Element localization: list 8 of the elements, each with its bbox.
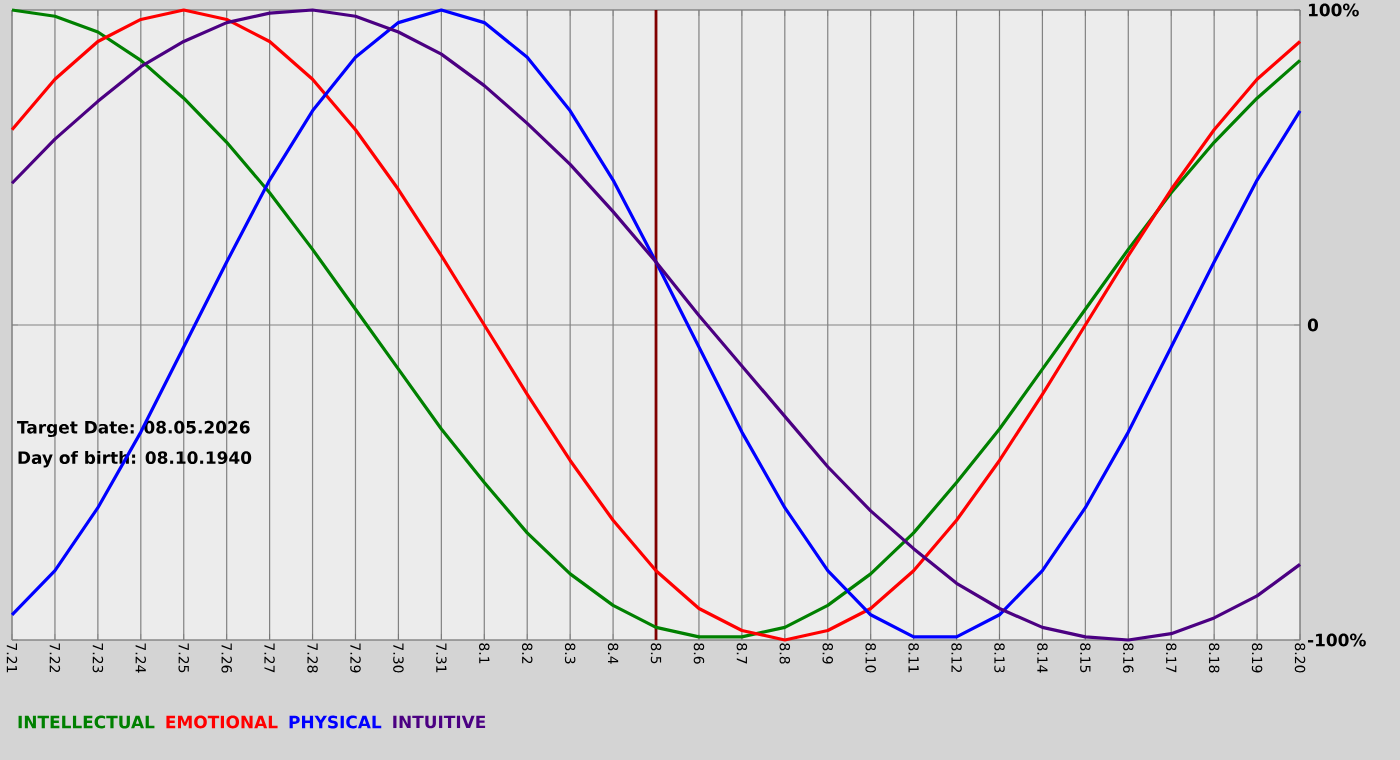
text: EMOTIONAL — [166, 715, 278, 729]
y-tick-label: 100% — [1308, 3, 1359, 17]
text: PHYSICAL — [289, 715, 382, 729]
y-tick-label: 0 — [1307, 318, 1319, 332]
y-tick-label: -100% — [1307, 633, 1366, 647]
text: INTUITIVE — [393, 715, 486, 729]
text: INTELLECTUAL — [18, 715, 155, 729]
annotation: Target Date: 08.05.2026 — [17, 420, 250, 438]
